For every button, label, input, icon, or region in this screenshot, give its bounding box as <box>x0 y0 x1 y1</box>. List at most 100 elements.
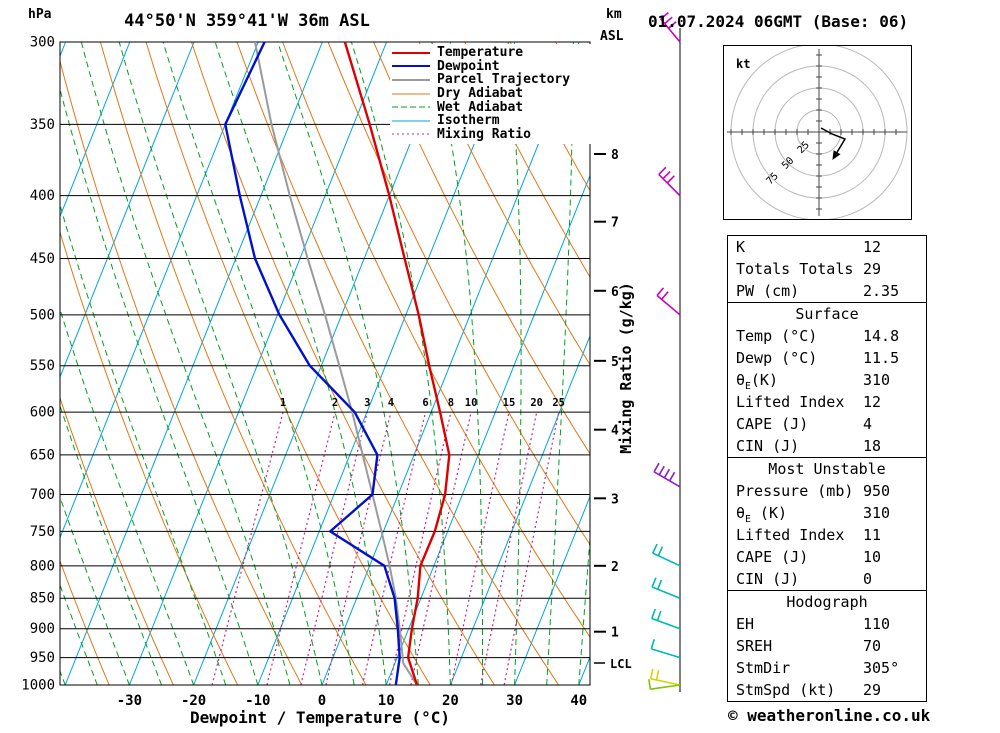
stat-label: CAPE (J) <box>736 415 809 433</box>
mixing-ratio-line <box>266 412 336 685</box>
pressure-label: 650 <box>30 447 55 463</box>
mixing-ratio-axis-title: Mixing Ratio (g/kg) <box>617 282 635 454</box>
lcl-label: LCL <box>610 657 632 671</box>
temp-tick-label: -20 <box>181 693 206 709</box>
legend-line-sample <box>392 93 430 95</box>
wind-barb <box>651 608 681 630</box>
wet-adiabat-line <box>118 42 323 685</box>
km-tick-label: 2 <box>611 560 619 575</box>
stat-row: CIN (J) 18 <box>728 435 926 457</box>
wet-adiabat-line <box>60 495 130 685</box>
pressure-label: 300 <box>30 35 55 51</box>
stat-value: 10 <box>863 548 882 566</box>
mixing-ratio-value-label: 1 <box>280 397 286 409</box>
dry-adiabat-line <box>692 42 700 685</box>
table-section-header: Surface <box>795 305 859 323</box>
legend-item: Mixing Ratio <box>392 128 594 142</box>
pressure-label: 450 <box>30 251 55 267</box>
stat-value: 2.35 <box>863 282 900 300</box>
parcel-trajectory-curve <box>254 42 418 685</box>
skewt-chart: 1 2 3 4 6 8 10 15 20 2530035040045050055060065070… <box>0 7 700 727</box>
legend-line-sample <box>392 106 430 108</box>
pressure-unit-label: hPa <box>28 7 52 22</box>
stat-value: 310 <box>863 504 891 522</box>
stat-value: 14.8 <box>863 327 900 345</box>
pressure-label: 700 <box>30 487 55 503</box>
stat-row: EH 110 <box>728 613 926 635</box>
stat-value: 29 <box>863 681 882 699</box>
profile-curves <box>224 42 451 685</box>
pressure-label: 900 <box>30 621 55 637</box>
isotherm-line <box>578 655 590 685</box>
axis-labels: 1 2 3 4 6 8 10 15 20 2530035040045050055060065070… <box>21 35 619 710</box>
wind-barb-column <box>648 11 681 692</box>
temp-tick-label: 10 <box>378 693 395 709</box>
stat-label: CIN (J) <box>736 570 800 588</box>
stat-row: CIN (J) 0 <box>728 568 926 590</box>
legend-line-sample <box>392 120 430 122</box>
stat-row: Lifted Index 12 <box>728 391 926 413</box>
stat-label: Totals Totals <box>736 260 854 278</box>
wet-adiabat-line <box>60 404 162 685</box>
wind-barb <box>649 668 681 686</box>
pressure-label: 850 <box>30 591 55 607</box>
stat-label: Pressure (mb) <box>736 482 854 500</box>
isotherm-line <box>0 42 1 685</box>
stat-row: θE (K) 310 <box>728 502 926 525</box>
temp-tick-label: -10 <box>245 693 270 709</box>
legend-item: Wet Adiabat <box>392 100 594 114</box>
legend-label: Parcel Trajectory <box>437 72 571 88</box>
isotherm-line <box>64 42 323 685</box>
temp-tick-label: -30 <box>117 693 142 709</box>
pressure-label: 950 <box>30 650 55 666</box>
stat-value: 110 <box>863 615 891 633</box>
legend-label: Mixing Ratio <box>437 126 531 142</box>
stats-table: K 12 Totals Totals 29 PW (cm) 2.35 Surface Temp… <box>727 235 927 702</box>
chart-legend: Temperature Dewpoint Parcel Trajectory Dry … <box>390 44 594 145</box>
background-lines <box>0 42 700 685</box>
km-tick-label: 7 <box>611 216 619 231</box>
copyright: © weatheronline.co.uk <box>728 706 931 725</box>
stat-value: 950 <box>863 482 891 500</box>
wind-barb <box>656 287 681 316</box>
isotherm-line <box>385 174 590 685</box>
pressure-label: 550 <box>30 358 55 374</box>
stat-label: Temp (°C) <box>736 327 818 345</box>
pressure-label: 350 <box>30 117 55 133</box>
stat-value: 11.5 <box>863 349 900 367</box>
stat-value: 29 <box>863 260 882 278</box>
mixing-ratio-value-label: 3 <box>364 397 370 409</box>
legend-line-sample <box>392 51 430 54</box>
mixing-ratio-value-label: 4 <box>388 397 394 409</box>
wind-barb <box>651 577 681 599</box>
dewpoint-curve <box>224 42 401 685</box>
stat-value: 305° <box>863 659 900 677</box>
legend-label: Temperature <box>437 45 524 61</box>
dry-adiabat-line <box>464 42 590 278</box>
stat-label: θE(K) <box>736 371 778 392</box>
dry-adiabat-line <box>373 42 590 455</box>
hodograph-ring-label: 25 <box>796 140 812 156</box>
stat-value: 0 <box>863 570 873 588</box>
stat-label: K <box>736 238 746 256</box>
stat-row: θE(K) 310 <box>728 369 926 392</box>
stat-label: PW (cm) <box>736 282 800 300</box>
stat-row: Temp (°C) 14.8 <box>728 325 926 347</box>
table-section: Surface Temp (°C) 14.8 Dewp (°C) 11.5 θE(K) 31… <box>728 303 926 458</box>
km-axis-label: km <box>606 7 622 22</box>
wind-barb <box>652 543 681 567</box>
mixing-ratio-value-label: 25 <box>552 397 565 409</box>
stat-value: 12 <box>863 238 882 256</box>
isotherm-line <box>60 42 131 218</box>
stat-value: 70 <box>863 637 882 655</box>
pressure-label: 400 <box>30 188 55 204</box>
legend-item: Parcel Trajectory <box>392 73 594 87</box>
mixing-ratio-value-label: 15 <box>503 397 516 409</box>
wet-adiabat-line <box>60 87 259 685</box>
hodograph-kt-label: kt <box>736 57 750 71</box>
legend-label: Dry Adiabat <box>437 86 524 102</box>
stat-value: 4 <box>863 415 873 433</box>
legend-label: Wet Adiabat <box>437 99 524 115</box>
stat-label: SREH <box>736 637 773 655</box>
